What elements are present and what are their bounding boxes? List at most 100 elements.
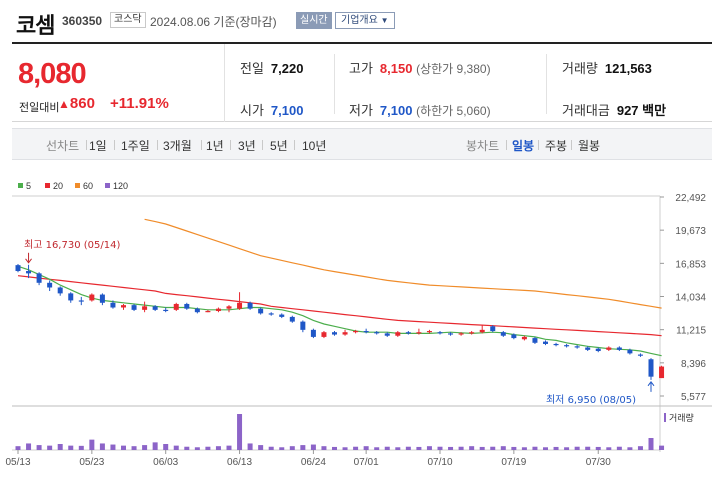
prev-close-value: 7,220: [270, 61, 304, 76]
volume-bar: [637, 446, 643, 450]
candle-chart-label: 봉차트: [466, 139, 500, 153]
volume-bar: [142, 445, 148, 450]
volume-bar: [205, 446, 211, 450]
x-tick-label: 05/13: [5, 457, 30, 468]
volume-bar: [395, 447, 401, 450]
volume-bar: [426, 446, 432, 450]
candle-body: [490, 326, 496, 332]
tab-5year[interactable]: 5년: [270, 139, 288, 153]
legend-swatch: [45, 183, 50, 188]
y-tick-label: 19,673: [675, 226, 706, 237]
upper-limit: (상한가 9,380): [416, 62, 491, 76]
moving-average-lines: [17, 218, 662, 357]
candle-body: [458, 333, 464, 335]
volume-bar: [121, 445, 126, 450]
change-percent: +11.91%: [110, 95, 169, 112]
volume-bar: [627, 447, 633, 450]
y-tick-label: 11,215: [676, 326, 706, 337]
candle-body: [258, 308, 264, 314]
open-value: 7,100: [270, 103, 304, 118]
low-label: 저가: [349, 103, 373, 118]
candle-body: [142, 306, 148, 310]
volume-bar: [26, 443, 32, 450]
volume-bar: [226, 445, 232, 450]
candlestick-chart: 5 20 60 120 22,492 19,673 16,853 14,034 11,215 8…: [5, 181, 712, 468]
high-label: 고가: [349, 61, 373, 76]
change-label: 전일대비: [19, 102, 60, 114]
volume-bar: [416, 446, 422, 450]
x-tick-label: 06/13: [227, 457, 252, 468]
divider: [86, 140, 87, 150]
low-arrowhead: [647, 381, 655, 387]
divider: [201, 140, 202, 150]
prev-close-label: 전일: [240, 61, 264, 76]
line-chart-label: 선차트: [46, 139, 80, 153]
candle-body: [310, 329, 316, 337]
company-overview-label: 기업개요: [341, 15, 378, 26]
tab-1year[interactable]: 1년: [206, 139, 224, 153]
low-price: 저가 7,100 (하한가 5,060): [349, 100, 491, 119]
divider: [114, 140, 115, 150]
volume-bar: [543, 447, 548, 450]
volume-legend-label: 거래량: [669, 412, 694, 424]
candle-body: [99, 294, 105, 303]
tab-monthly[interactable]: 월봉: [578, 139, 601, 153]
candle-body: [215, 308, 221, 312]
base-date: 2024.08.06 기준(장마감): [150, 13, 277, 30]
volume-bar: [479, 446, 485, 450]
volume-bar: [321, 446, 327, 450]
volume-bar: [258, 445, 264, 450]
volume-bar: [131, 446, 137, 450]
tab-10year[interactable]: 10년: [302, 139, 327, 153]
candle-body: [268, 313, 274, 315]
ma20-line: [17, 275, 662, 337]
volume-bar: [469, 446, 475, 450]
volume-bar: [595, 446, 601, 450]
x-axis-ticks: 05/13 05/23 06/03 06/13 06/24 07/01 07/10 07/19…: [5, 450, 611, 468]
candle-body: [437, 332, 443, 334]
stock-header: 코셈 360350 코스닥 2024.08.06 기준(장마감) 실시간 기업개…: [0, 0, 712, 42]
candle-body: [131, 305, 137, 310]
candle-body: [226, 306, 232, 309]
divider: [546, 54, 547, 114]
company-overview-dropdown[interactable]: 기업개요 ▼: [335, 12, 395, 29]
chart-legend: 5 20 60 120: [18, 181, 128, 191]
x-tick-label: 06/24: [301, 457, 326, 468]
tab-1day[interactable]: 1일: [89, 139, 107, 153]
candle-body: [637, 354, 643, 356]
volume-bar: [648, 438, 654, 450]
tab-daily[interactable]: 일봉: [512, 139, 535, 153]
candle-body: [205, 311, 211, 313]
x-tick-label: 07/19: [501, 457, 526, 468]
candle-body: [152, 306, 158, 310]
volume-bar: [152, 442, 158, 450]
change-amount: 860: [69, 95, 95, 112]
volume-bar: [47, 445, 53, 450]
change-amount-wrap: ▲860: [58, 95, 95, 112]
candle-body: [405, 332, 411, 334]
chart-frame: [12, 195, 712, 452]
legend-swatch: [105, 183, 110, 188]
volume-bar: [184, 446, 190, 450]
tab-1week[interactable]: 1주일: [121, 139, 150, 153]
candle-body: [163, 309, 169, 312]
volume-bar: [659, 445, 665, 450]
tab-weekly[interactable]: 주봉: [545, 139, 568, 153]
legend-label: 5: [26, 181, 31, 191]
volume-bar: [15, 446, 21, 450]
volume-bar: [405, 446, 411, 450]
volume-bar: [268, 446, 274, 450]
candle-body: [426, 331, 432, 333]
volume-bar: [374, 447, 380, 450]
divider: [506, 140, 507, 150]
market-badge: 코스닥: [110, 12, 146, 28]
realtime-button[interactable]: 실시간: [296, 12, 332, 29]
tab-3month[interactable]: 3개월: [163, 139, 192, 153]
volume-bar: [173, 445, 179, 450]
volume-bar: [363, 446, 369, 450]
volume-cell: 거래량 121,563: [562, 58, 652, 77]
candle-body: [173, 303, 179, 310]
candle-body: [237, 302, 243, 309]
candle-body: [15, 265, 21, 272]
tab-3year[interactable]: 3년: [238, 139, 256, 153]
